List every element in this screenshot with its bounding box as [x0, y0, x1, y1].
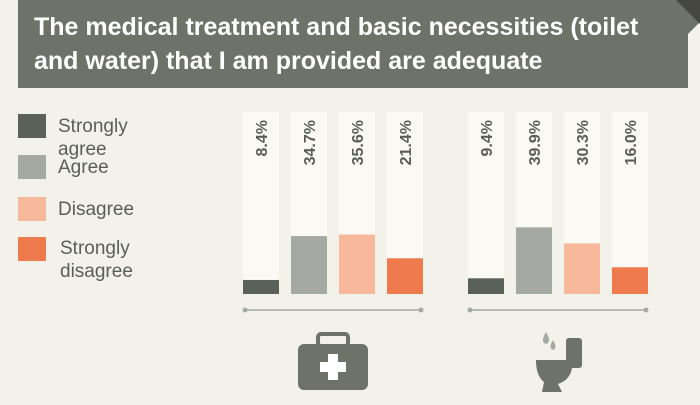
legend-label: Agree: [58, 157, 109, 178]
legend-label: Strongly disagree: [60, 238, 133, 282]
bar: [387, 258, 423, 294]
legend-swatch: [18, 197, 46, 221]
bar-background: [243, 112, 279, 294]
bar: [516, 227, 552, 294]
bar: [564, 243, 600, 294]
value-label: 34.7%: [302, 120, 319, 165]
bar-background: [468, 112, 504, 294]
value-label: 16.0%: [623, 120, 640, 165]
value-label: 35.6%: [350, 120, 367, 165]
bar: [339, 234, 375, 294]
legend-swatch: [18, 237, 46, 261]
bar: [291, 236, 327, 294]
value-label: 39.9%: [527, 120, 544, 165]
bar-background: [612, 112, 648, 294]
chart-title: The medical treatment and basic necessit…: [34, 13, 639, 75]
value-label: 9.4%: [479, 120, 496, 156]
legend-swatch: [18, 114, 46, 138]
axis-dot: [418, 307, 424, 313]
axis-dot: [643, 307, 649, 313]
value-label: 30.3%: [575, 120, 592, 165]
value-label: 8.4%: [254, 120, 271, 156]
legend-swatch: [18, 155, 46, 179]
axis-dot: [242, 307, 248, 313]
bar: [243, 279, 279, 294]
bar: [468, 278, 504, 294]
bar: [612, 267, 648, 294]
value-label: 21.4%: [398, 120, 415, 165]
axis-dot: [467, 307, 473, 313]
title-banner: [18, 0, 700, 88]
toilet-icon: [536, 332, 582, 392]
legend-label: Strongly agree: [58, 116, 128, 160]
banner-corner: [676, 0, 700, 24]
medical-kit-icon: [298, 332, 368, 390]
legend-label: Disagree: [58, 199, 135, 220]
